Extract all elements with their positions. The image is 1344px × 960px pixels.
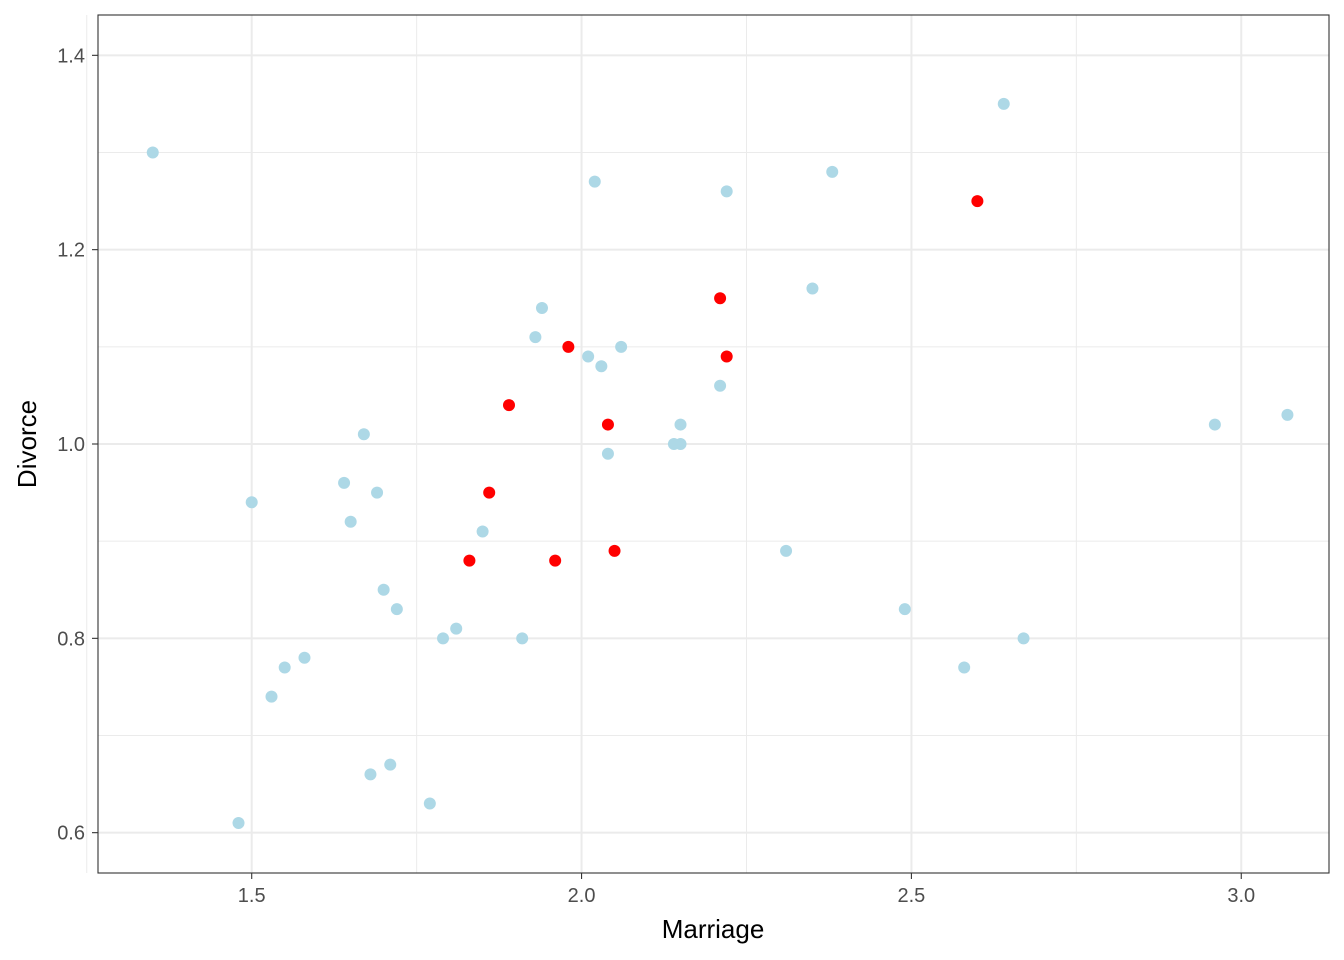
y-tick-label: 0.8 (57, 628, 85, 650)
data-point (714, 379, 727, 392)
data-point (806, 282, 819, 295)
data-point (1281, 408, 1294, 421)
data-point (516, 632, 529, 645)
x-tick-label: 1.5 (238, 885, 266, 907)
x-axis-title: Marriage (662, 914, 765, 944)
data-point (476, 525, 489, 538)
data-point (265, 690, 278, 703)
x-axis: 1.5 2.0 2.5 3.0 (238, 873, 1255, 907)
data-point (1017, 632, 1030, 645)
y-axis-title: Divorce (12, 400, 42, 488)
data-point (338, 476, 351, 489)
data-point (958, 661, 971, 674)
data-points (146, 97, 1294, 829)
data-point (674, 418, 687, 431)
data-point (1208, 418, 1221, 431)
data-point (344, 515, 357, 528)
data-point (450, 622, 463, 635)
data-point (780, 544, 793, 557)
major-grid (98, 15, 1329, 873)
y-tick-label: 1.0 (57, 434, 85, 456)
data-point (826, 165, 839, 178)
data-point (582, 350, 595, 363)
data-point (463, 554, 476, 567)
data-point (720, 185, 733, 198)
y-axis: 0.6 0.8 1.0 1.2 1.4 (57, 45, 98, 845)
data-point (232, 816, 245, 829)
data-point (608, 544, 621, 557)
data-point (720, 350, 733, 363)
data-point (714, 292, 727, 305)
data-point (298, 651, 311, 664)
data-point (245, 496, 258, 509)
y-tick-label: 0.6 (57, 823, 85, 845)
data-point (595, 360, 608, 373)
data-point (437, 632, 450, 645)
data-point (601, 418, 614, 431)
data-point (615, 340, 628, 353)
data-point (549, 554, 562, 567)
data-point (997, 97, 1010, 110)
data-point (146, 146, 159, 159)
y-tick-label: 1.2 (57, 240, 85, 262)
data-point (371, 486, 384, 499)
data-point (898, 603, 911, 616)
data-point (364, 768, 377, 781)
data-point (674, 438, 687, 450)
data-point (384, 758, 397, 771)
data-point (971, 195, 984, 208)
data-point (529, 331, 542, 344)
data-point (588, 175, 601, 188)
data-point (601, 447, 614, 460)
data-point (390, 603, 403, 616)
x-tick-label: 2.5 (898, 885, 926, 907)
data-point (423, 797, 436, 810)
data-point (562, 340, 575, 353)
data-point (502, 399, 515, 412)
y-tick-label: 1.4 (57, 45, 85, 67)
data-point (357, 428, 370, 441)
data-point (377, 583, 390, 596)
x-tick-label: 2.0 (568, 885, 596, 907)
data-point (535, 301, 548, 314)
data-point (483, 486, 496, 499)
x-tick-label: 3.0 (1227, 885, 1255, 907)
data-point (278, 661, 291, 674)
